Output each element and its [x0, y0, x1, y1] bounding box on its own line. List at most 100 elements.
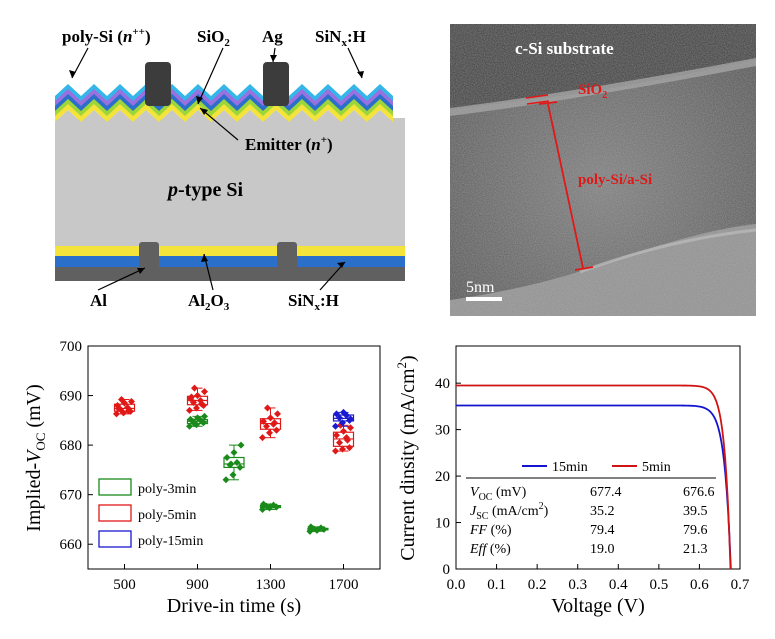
texture-sio2-layer — [55, 94, 393, 112]
legend-swatch — [98, 478, 132, 496]
label-emitter: Emitter (n+) — [245, 134, 333, 154]
data-point — [115, 404, 122, 412]
jv-y-tick-label: 10 — [435, 516, 450, 532]
jv-axis-ticks: 0.0 0.1 0.2 0.3 0.4 0.5 0.6 0.7 0 10 20 30 40 — [435, 376, 750, 593]
data-point — [333, 410, 340, 418]
data-point — [201, 412, 208, 420]
jv-y-tick-label: 30 — [435, 423, 450, 439]
data-point — [267, 414, 274, 422]
front-texture-layers — [55, 84, 405, 122]
jv-y-tick-label: 0 — [443, 562, 451, 578]
data-point — [222, 476, 230, 484]
legend-label: poly-15min — [138, 534, 203, 549]
table-value-15min: 19.0 — [590, 542, 615, 557]
texture-poly-si-layer — [55, 89, 393, 107]
data-point — [347, 415, 354, 423]
ag-finger-right — [263, 62, 289, 106]
voc-y-tick-label: 690 — [60, 389, 83, 405]
data-point — [307, 523, 315, 531]
data-point — [264, 404, 271, 412]
voc-plot-frame — [87, 345, 381, 570]
jv-curves — [456, 384, 732, 570]
legend-label: poly-5min — [138, 508, 196, 523]
rear-contact-right — [277, 242, 297, 272]
data-point — [186, 406, 193, 414]
jv-y-tick-label: 40 — [435, 376, 450, 392]
data-point — [187, 415, 194, 423]
data-point — [191, 420, 198, 428]
data-point — [271, 419, 278, 427]
data-point — [125, 407, 132, 415]
voc-points — [113, 384, 354, 535]
data-point — [113, 410, 120, 418]
data-point — [340, 427, 347, 435]
data-point — [346, 444, 353, 452]
legend-swatch — [98, 530, 132, 548]
legend-label-5min: 5min — [642, 460, 671, 475]
data-point — [339, 419, 346, 427]
jv-x-tick-label: 0.1 — [487, 577, 506, 593]
jv-x-label: Voltage (V) — [551, 595, 645, 617]
data-point — [314, 525, 322, 533]
data-point — [340, 408, 347, 416]
table-row-label: Eff (%) — [469, 542, 511, 557]
data-point — [237, 441, 245, 449]
jv-y-label: Current dinsity (mA/cm2) — [394, 355, 419, 560]
jv-y-tick-label: 20 — [435, 469, 450, 485]
data-point — [198, 417, 205, 425]
legend-label: poly-3min — [138, 482, 196, 497]
texture-yellow-layer — [55, 104, 393, 122]
data-point — [233, 458, 241, 466]
tem-scale-label: 5nm — [466, 279, 495, 296]
jv-x-tick-label: 0.6 — [690, 577, 709, 593]
rear-al2o3-layer — [55, 246, 405, 256]
voc-legend: poly-3min poly-5min poly-15min — [98, 478, 203, 549]
voc-x-tick-label: 1700 — [329, 577, 359, 593]
table-value-15min: 35.2 — [590, 504, 615, 519]
label-al2o3: Al2O3 — [188, 291, 230, 313]
voc-y-tick-label: 680 — [60, 438, 83, 454]
voc-x-tick-label: 1300 — [256, 577, 286, 593]
cell-schematic: poly-Si (n++) SiO2 Ag SiNx:H Emitter (n+… — [55, 26, 405, 313]
data-point — [347, 424, 354, 432]
data-point — [263, 422, 270, 430]
data-point — [332, 422, 339, 430]
data-point — [201, 388, 208, 396]
label-sinx-bottom: SiNx:H — [288, 291, 339, 313]
tem-scale-bar — [466, 297, 502, 301]
jv-x-tick-label: 0.0 — [447, 577, 466, 593]
data-point — [229, 471, 237, 479]
data-point — [260, 417, 267, 425]
data-point — [267, 503, 274, 511]
tem-label-sio2: SiO2 — [578, 82, 607, 101]
data-point — [339, 445, 346, 453]
data-point — [259, 506, 266, 514]
label-poly-si: poly-Si (n++) — [62, 26, 151, 46]
rear-sinx-layer — [55, 256, 405, 267]
table-value-5min: 39.5 — [683, 504, 708, 519]
jv-curve-5min — [456, 384, 732, 570]
voc-y-tick-label: 660 — [60, 537, 83, 553]
tem-thickness-marker — [538, 101, 594, 271]
jv-x-tick-label: 0.2 — [528, 577, 547, 593]
table-row-label: FF (%) — [469, 523, 512, 538]
jv-x-tick-label: 0.4 — [609, 577, 628, 593]
tem-label-substrate: c-Si substrate — [515, 39, 614, 58]
voc-x-label: Drive-in time (s) — [167, 595, 301, 617]
legend-label-15min: 15min — [552, 460, 588, 475]
data-point — [332, 447, 339, 455]
voc-y-tick-label: 670 — [60, 488, 83, 504]
data-point — [194, 392, 201, 400]
tem-image: c-Si substrate SiO2 poly-Si/a-Si 5nm — [450, 24, 756, 316]
data-point — [344, 436, 351, 444]
label-al: Al — [90, 291, 107, 310]
substrate-layer — [55, 118, 405, 246]
tem-label-poly-si: poly-Si/a-Si — [578, 172, 652, 188]
data-point — [266, 429, 273, 437]
jv-x-tick-label: 0.3 — [568, 577, 587, 593]
data-point — [273, 426, 280, 434]
label-sinx-top: SiNx:H — [315, 27, 366, 49]
data-point — [333, 431, 340, 439]
data-point — [236, 463, 244, 471]
